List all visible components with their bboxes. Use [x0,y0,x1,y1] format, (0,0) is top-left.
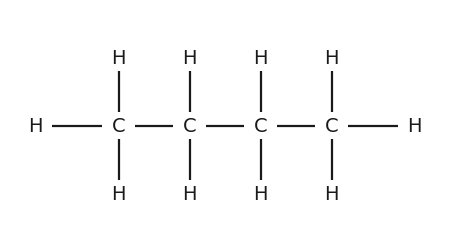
Text: C: C [254,116,267,136]
Text: C: C [325,116,338,136]
Text: H: H [254,184,268,203]
Text: H: H [182,49,197,68]
Text: H: H [408,116,422,136]
Text: H: H [111,184,126,203]
Text: H: H [111,49,126,68]
Text: H: H [254,49,268,68]
Text: H: H [325,49,339,68]
Text: H: H [325,184,339,203]
Text: C: C [112,116,125,136]
Text: H: H [28,116,43,136]
Text: H: H [182,184,197,203]
Text: C: C [183,116,196,136]
